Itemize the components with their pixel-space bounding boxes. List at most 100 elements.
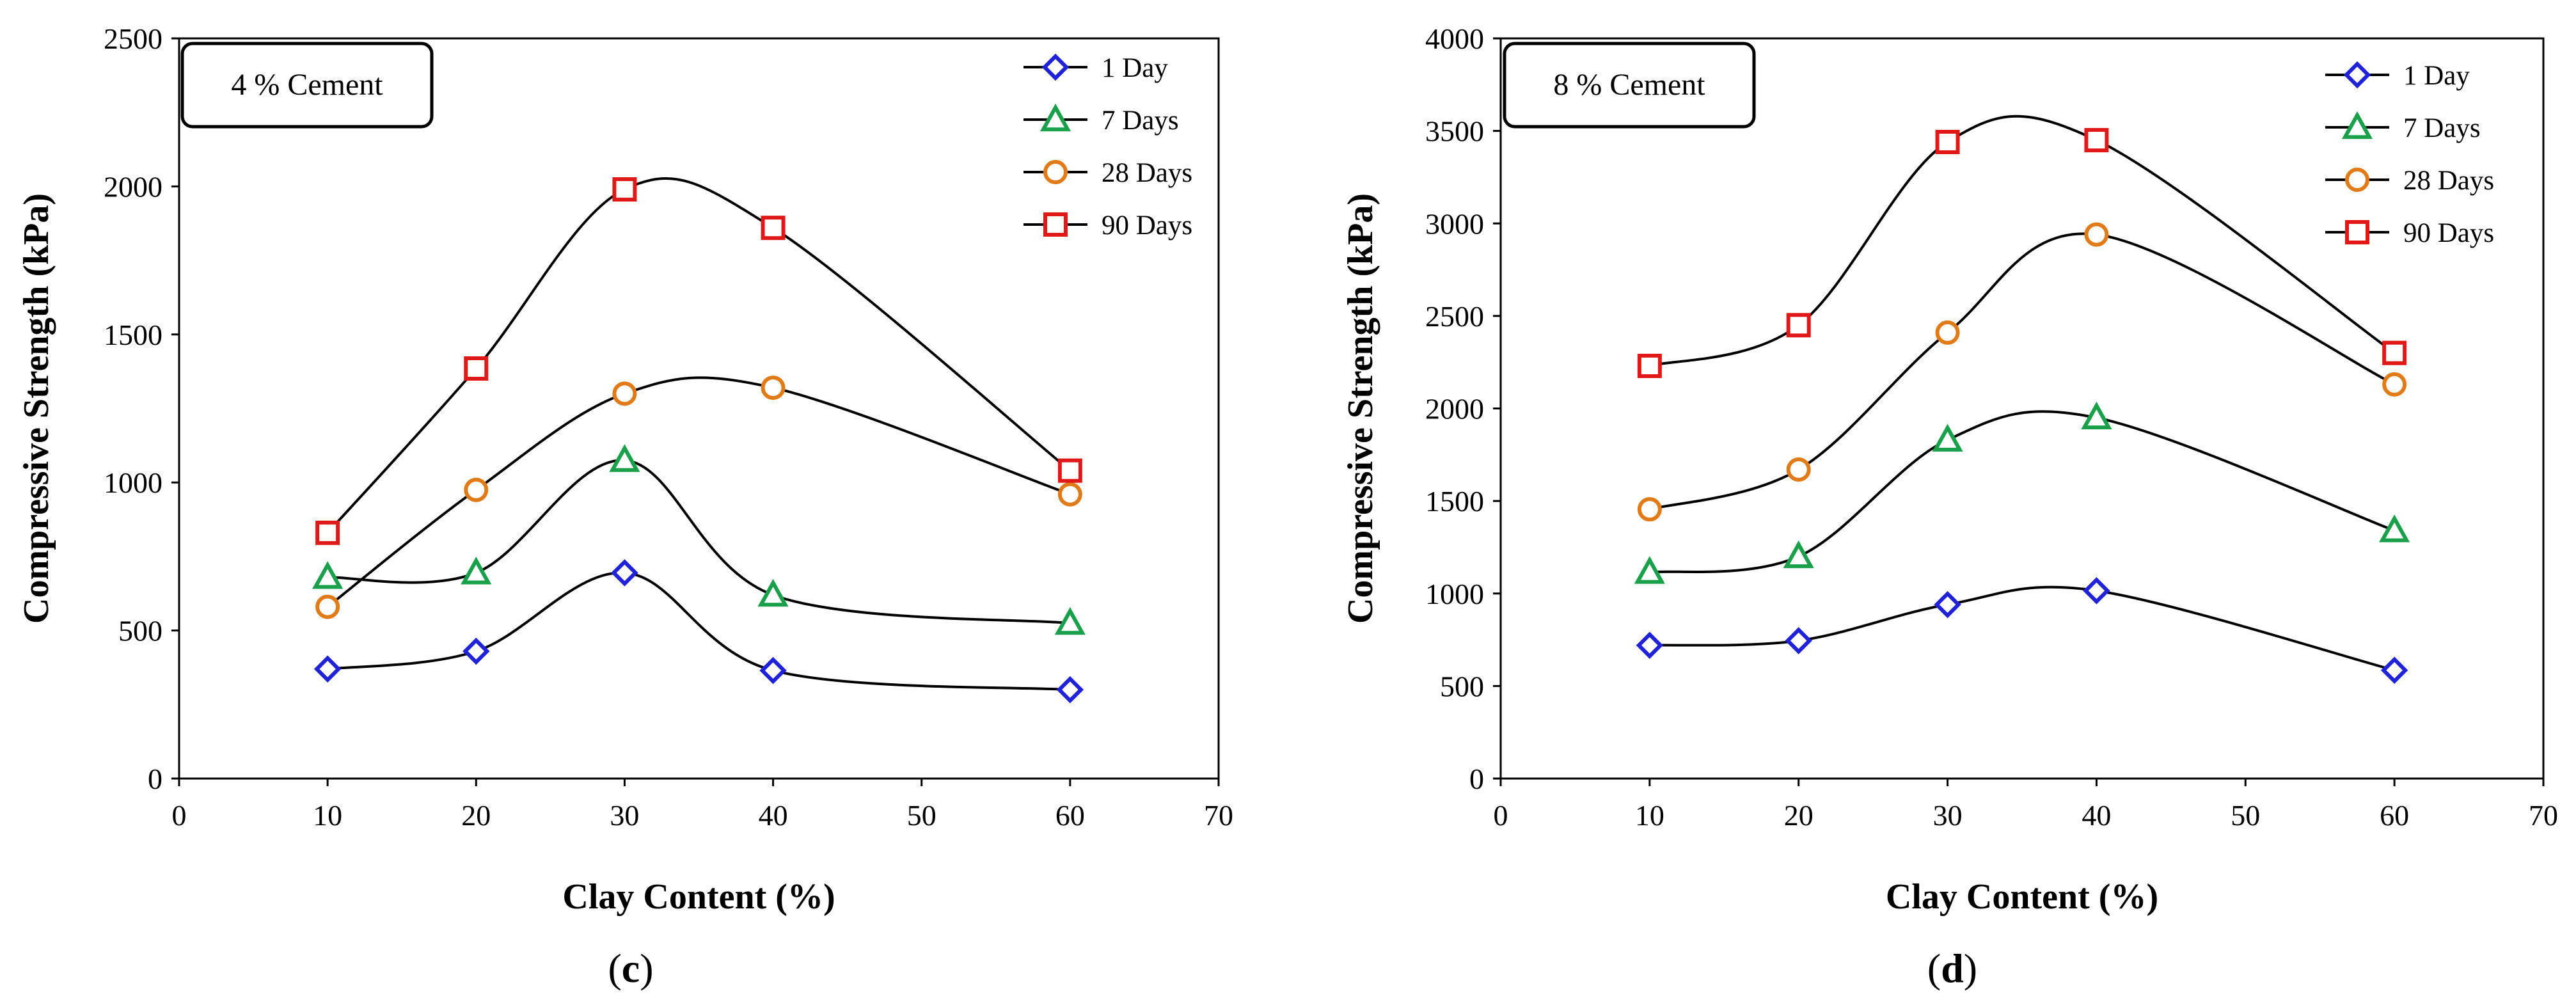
data-point (1057, 482, 1082, 507)
legend-marker (2341, 111, 2373, 139)
x-tick-label: 10 (1635, 799, 1664, 832)
plot-frame (178, 37, 1220, 780)
y-tick-label: 4000 (1425, 22, 1484, 55)
data-point (1634, 556, 1665, 584)
data-point (2382, 372, 2407, 397)
data-point (1783, 540, 1814, 569)
y-axis-title: Compressive Strength (kPa) (1341, 193, 1380, 624)
y-tick-label: 3000 (1425, 207, 1484, 240)
data-point (1054, 606, 1086, 635)
panel-label: (c) (608, 946, 653, 991)
legend-label: 28 Days (1102, 158, 1192, 188)
data-point (1637, 497, 1662, 522)
y-tick-label: 2000 (104, 170, 162, 203)
data-point (312, 561, 344, 589)
legend-marker (1041, 53, 1070, 81)
legend-marker (2345, 168, 2369, 192)
x-tick-label: 0 (1494, 799, 1508, 832)
legend-label: 7 Days (2403, 113, 2481, 143)
series-line-1-day (327, 571, 1071, 692)
y-tick-label: 1500 (1425, 485, 1484, 518)
y-tick-label: 1000 (104, 466, 162, 499)
y-tick-label: 0 (148, 763, 162, 795)
series-line-7-days (328, 459, 1071, 624)
x-tick-label: 60 (2380, 799, 2409, 832)
data-point (2081, 401, 2112, 430)
data-point (1934, 590, 1961, 619)
data-point (761, 376, 786, 400)
x-tick-label: 70 (2529, 799, 2558, 832)
data-point (757, 578, 789, 607)
data-point (759, 656, 787, 685)
y-tick-label: 2000 (1425, 393, 1484, 425)
data-point (1785, 627, 1812, 654)
chart-d: 0 500 1000 1500 2000 2500 3000 3500 4000 0 10 20 30 4… (1341, 22, 2558, 991)
y-tick-label: 2500 (1425, 300, 1484, 333)
data-point (609, 444, 640, 472)
legend-label: 90 Days (1102, 210, 1192, 241)
series-line-28-days (1649, 232, 2396, 511)
y-tick-label: 500 (1440, 670, 1484, 702)
data-point (761, 216, 786, 241)
x-tick-label: 50 (907, 799, 936, 832)
x-tick-label: 30 (1933, 799, 1963, 832)
x-tick-label: 10 (313, 799, 342, 832)
x-axis-title: Clay Content (%) (1886, 877, 2158, 917)
legend-label: 28 Days (2403, 166, 2494, 196)
x-tick-label: 30 (610, 799, 639, 832)
data-point (464, 477, 489, 502)
data-point (313, 655, 342, 683)
data-point (1935, 320, 1960, 345)
series-line-1-day (1649, 585, 2395, 672)
legend-marker (2343, 61, 2371, 89)
series-line-90-days (326, 177, 1071, 534)
data-point (612, 381, 637, 406)
inset-label: 4 % Cement (231, 68, 383, 102)
x-tick-label: 40 (2082, 799, 2111, 832)
legend-marker (1043, 160, 1068, 184)
x-tick-label: 50 (2231, 799, 2260, 832)
legend-marker (1043, 212, 1068, 237)
legend-label: 1 Day (1102, 53, 1168, 83)
legend-marker (1039, 103, 1071, 132)
data-point (1932, 423, 1963, 452)
x-axis-title: Clay Content (%) (562, 877, 835, 917)
y-tick-label: 1500 (104, 319, 162, 351)
x-tick-label: 20 (1784, 799, 1813, 832)
data-point (1786, 313, 1811, 338)
series-line-90-days (1649, 115, 2396, 367)
data-point (1637, 353, 1662, 378)
data-point (1935, 129, 1960, 154)
data-point (2379, 514, 2410, 542)
data-point (464, 356, 489, 381)
data-point (461, 557, 492, 585)
y-tick-label: 3500 (1425, 115, 1484, 148)
chart-c: 0 500 1000 1500 2000 2500 0 10 20 30 40 50 60 70 Clay … (17, 22, 1233, 991)
data-point (315, 594, 340, 619)
x-tick-label: 70 (1204, 799, 1233, 832)
legend-label: 90 Days (2403, 218, 2494, 248)
data-point (462, 637, 490, 665)
data-point (2083, 577, 2110, 605)
y-tick-label: 2500 (104, 22, 162, 55)
data-point (1786, 457, 1811, 482)
legend-label: 7 Days (1102, 106, 1179, 136)
x-tick-label: 0 (172, 799, 187, 832)
x-tick-label: 60 (1055, 799, 1085, 832)
inset-label: 8 % Cement (1553, 68, 1705, 102)
data-point (1636, 631, 1664, 659)
inset-box (180, 42, 434, 129)
y-tick-label: 1000 (1425, 578, 1484, 610)
data-point (2084, 222, 2109, 247)
data-point (611, 559, 638, 587)
data-point (1057, 458, 1082, 483)
panel-label: (d) (1927, 946, 1977, 991)
inset-box (1503, 42, 1756, 129)
y-tick-label: 0 (1469, 763, 1484, 795)
legend-label: 1 Day (2403, 61, 2470, 91)
series-line-7-days (1649, 410, 2395, 574)
data-point (612, 177, 637, 202)
y-tick-label: 500 (118, 615, 162, 647)
data-point (2380, 656, 2408, 685)
